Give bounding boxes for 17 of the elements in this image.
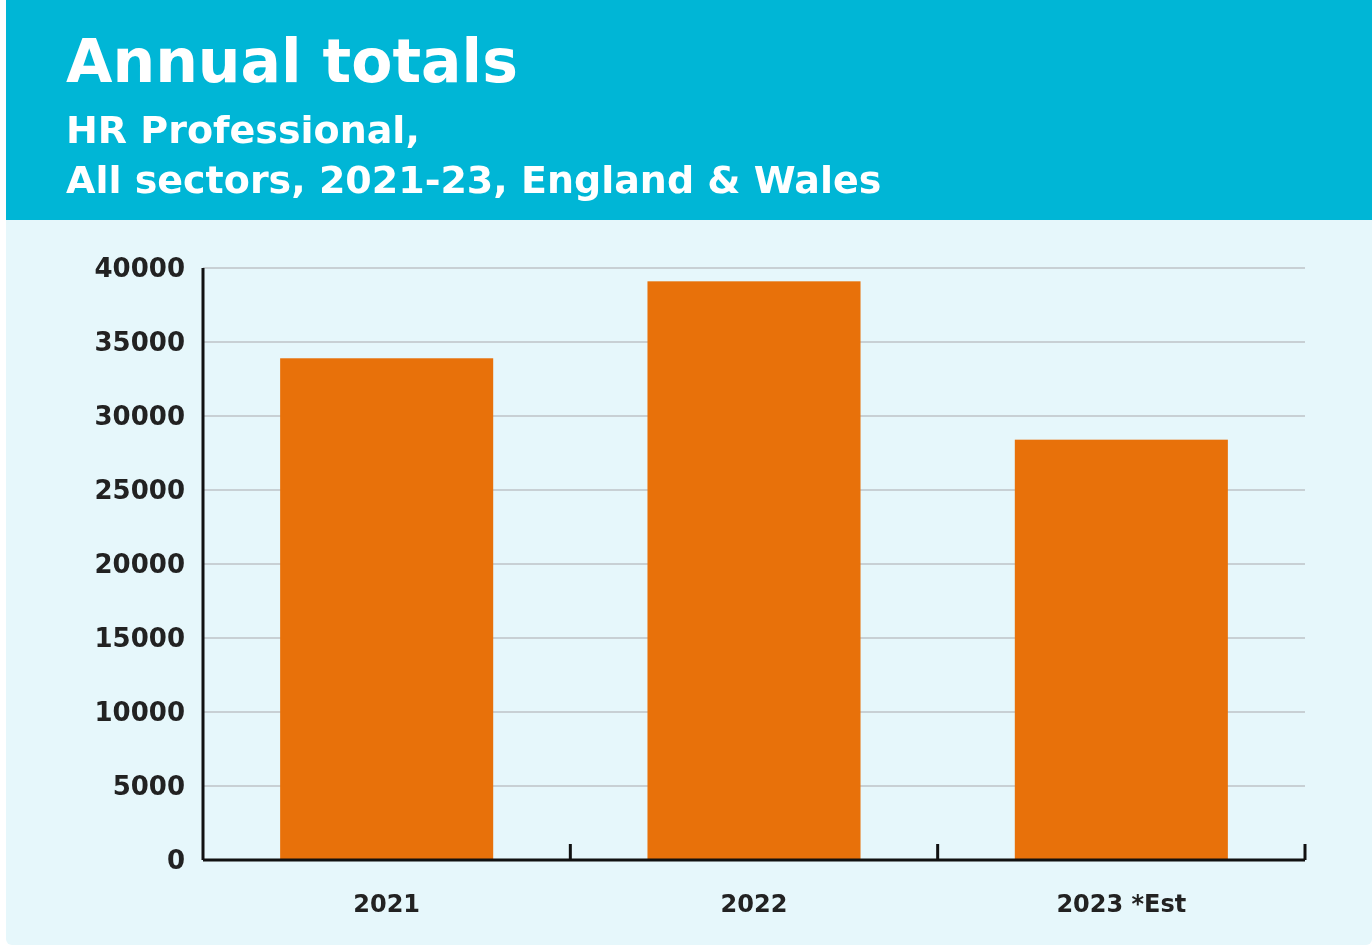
chart-subtitle: HR Professional, All sectors, 2021-23, England & Wales (66, 108, 882, 202)
bar (1014, 439, 1228, 860)
y-tick-label: 5000 (112, 771, 185, 802)
x-tick-label: 2022 (720, 890, 788, 918)
y-tick-label: 40000 (94, 253, 185, 284)
bar (647, 281, 861, 860)
chart-title: Annual totals (66, 26, 518, 96)
x-tick-label: 2021 (353, 890, 421, 918)
x-tick-label: 2023 *Est (1056, 890, 1187, 918)
y-tick-label: 30000 (94, 401, 185, 432)
bar (280, 358, 494, 860)
y-tick-label: 0 (166, 845, 185, 876)
y-tick-label: 15000 (94, 623, 185, 654)
y-tick-label: 35000 (94, 327, 185, 358)
y-tick-label: 10000 (94, 697, 185, 728)
y-tick-label: 25000 (94, 475, 185, 506)
y-tick-label: 20000 (94, 549, 185, 580)
